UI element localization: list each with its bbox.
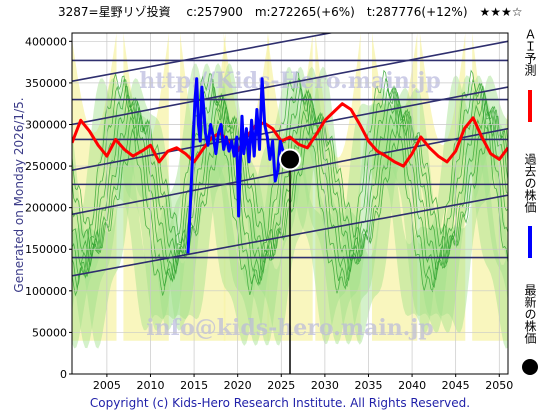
series-line — [186, 77, 291, 254]
series-lines — [72, 77, 508, 254]
yellow-band — [72, 33, 117, 341]
x-tick-label: 2050 — [485, 379, 513, 392]
x-tick-label: 2020 — [224, 379, 252, 392]
legend: ＡＩ予測 過去の株価 最新の株価 — [512, 28, 548, 388]
y-tick-label: 0 — [60, 368, 67, 381]
legend-past-price-label: 過去の株価 — [523, 153, 537, 213]
latest-point — [279, 148, 301, 171]
plot-frame — [71, 32, 509, 375]
green-band — [72, 63, 508, 349]
x-tick-label: 2035 — [354, 379, 382, 392]
generated-date: Generated on Monday 2026/1/5. — [12, 97, 26, 293]
trend-line — [72, 33, 335, 83]
legend-latest-price-swatch — [522, 359, 538, 375]
x-tick-label: 2030 — [311, 379, 339, 392]
y-axis: 0 50000 100000 150000 200000 250000 300000 3500… — [25, 35, 72, 381]
chart-title: 3287=星野リゾ投資 c:257900 m:272265(+6%) t:287… — [58, 5, 523, 19]
x-tick-label: 2010 — [136, 379, 164, 392]
horizontal-levels — [72, 59, 508, 259]
yellow-band — [419, 33, 466, 341]
x-tick-label: 2045 — [442, 379, 470, 392]
x-tick-label: 2025 — [267, 379, 295, 392]
watermark-url: http://Kids-Hero.main.jp — [139, 68, 440, 94]
trend-line — [72, 86, 508, 172]
y-tick-label: 100000 — [25, 285, 67, 298]
x-tick-label: 2015 — [180, 379, 208, 392]
legend-past-price-swatch — [528, 226, 532, 258]
y-tick-label: 300000 — [25, 118, 67, 131]
y-tick-label: 200000 — [25, 202, 67, 215]
legend-ai-forecast-swatch — [528, 90, 532, 122]
y-tick-label: 350000 — [25, 77, 67, 90]
yellow-band — [315, 33, 361, 341]
legend-latest-price-label: 最新の株価 — [523, 284, 537, 344]
y-tick-label: 250000 — [25, 160, 67, 173]
latest-marker — [279, 148, 301, 374]
trend-line — [72, 40, 508, 126]
x-axis: 2005 2010 2015 2020 2025 2030 2035 2040 2045 2050 — [93, 374, 513, 392]
green-band — [72, 63, 508, 349]
x-tick-label: 2040 — [398, 379, 426, 392]
green-envelope-line — [72, 69, 508, 297]
legend-ai-forecast-label: ＡＩ予測 — [523, 28, 537, 76]
copyright: Copyright (c) Kids-Hero Research Institu… — [89, 396, 471, 410]
plot-area: http://Kids-Hero.main.jp info@kids-hero.… — [72, 33, 508, 374]
yellow-band — [372, 33, 418, 341]
y-tick-label: 150000 — [25, 243, 67, 256]
x-tick-label: 2005 — [93, 379, 121, 392]
y-tick-label: 400000 — [25, 35, 67, 48]
y-tick-label: 50000 — [32, 326, 67, 339]
series-line — [72, 102, 508, 168]
yellow-band — [180, 33, 226, 341]
